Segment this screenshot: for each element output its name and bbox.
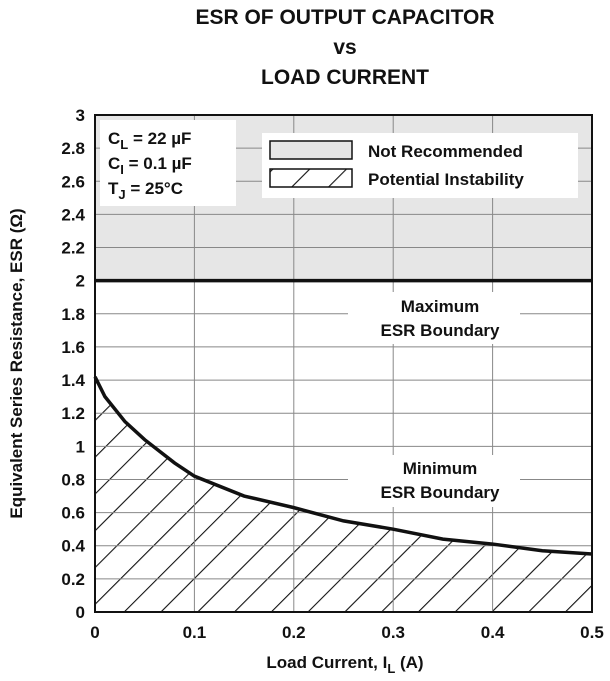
condition: TJ = 25°C (108, 179, 183, 202)
y-tick-label: 0.4 (61, 537, 85, 556)
y-tick-label: 0.2 (61, 570, 85, 589)
legend-swatch (269, 140, 353, 160)
x-tick-label: 0.4 (481, 623, 505, 642)
condition-sub: I (120, 162, 124, 177)
legend-label: Potential Instability (368, 170, 524, 189)
y-tick-label: 1.6 (61, 338, 85, 357)
condition-sub: J (118, 187, 125, 202)
condition-main: C (108, 129, 120, 148)
condition-sub: L (120, 137, 128, 152)
condition-rest: = 25°C (126, 179, 183, 198)
chart-title: vs (333, 36, 356, 59)
y-tick-label: 2.4 (61, 205, 85, 224)
y-tick-label: 2 (76, 272, 85, 291)
series-line (93, 375, 593, 556)
legend-swatch (269, 168, 353, 188)
x-tick-label: 0.1 (183, 623, 207, 642)
y-tick-label: 1.8 (61, 305, 85, 324)
x-axis-label: Load Current, IL (A) (266, 653, 423, 676)
chart-title: LOAD CURRENT (261, 66, 429, 89)
x-axis-label-rest: (A) (395, 653, 423, 672)
x-tick-label: 0.3 (381, 623, 405, 642)
x-axis-label-sub: L (387, 661, 395, 676)
condition-main: C (108, 154, 120, 173)
annotation: ESR Boundary (380, 321, 500, 340)
chart-title: ESR OF OUTPUT CAPACITOR (195, 6, 494, 29)
y-axis-label: Equivalent Series Resistance, ESR (Ω) (7, 208, 26, 518)
plot-frame (94, 114, 593, 613)
condition-rest: = 22 µF (128, 129, 191, 148)
annotation: Minimum (403, 459, 478, 478)
y-tick-label: 2.6 (61, 172, 85, 191)
y-tick-label: 0 (76, 603, 85, 622)
y-tick-label: 1.4 (61, 371, 85, 390)
x-tick-label: 0.5 (580, 623, 604, 642)
x-axis-label-main: Load Current, I (266, 653, 387, 672)
annotation-bg (348, 455, 520, 507)
x-tick-label: 0 (90, 623, 99, 642)
y-tick-label: 0.8 (61, 470, 85, 489)
conditions-box (100, 120, 236, 206)
y-tick-label: 0.6 (61, 504, 85, 523)
x-tick-label: 0.2 (282, 623, 306, 642)
annotation: Maximum (401, 297, 479, 316)
condition: CI = 0.1 µF (108, 154, 192, 177)
legend-label: Not Recommended (368, 142, 523, 161)
annotation-bg (348, 292, 520, 344)
condition: CL = 22 µF (108, 129, 191, 152)
annotation: ESR Boundary (380, 483, 500, 502)
instability-region (95, 376, 592, 612)
condition-rest: = 0.1 µF (124, 154, 192, 173)
y-tick-label: 1 (76, 437, 85, 456)
condition-main: T (108, 179, 119, 198)
y-tick-label: 1.2 (61, 404, 85, 423)
y-tick-label: 3 (76, 106, 85, 125)
y-tick-label: 2.8 (61, 139, 85, 158)
y-tick-label: 2.2 (61, 239, 85, 258)
